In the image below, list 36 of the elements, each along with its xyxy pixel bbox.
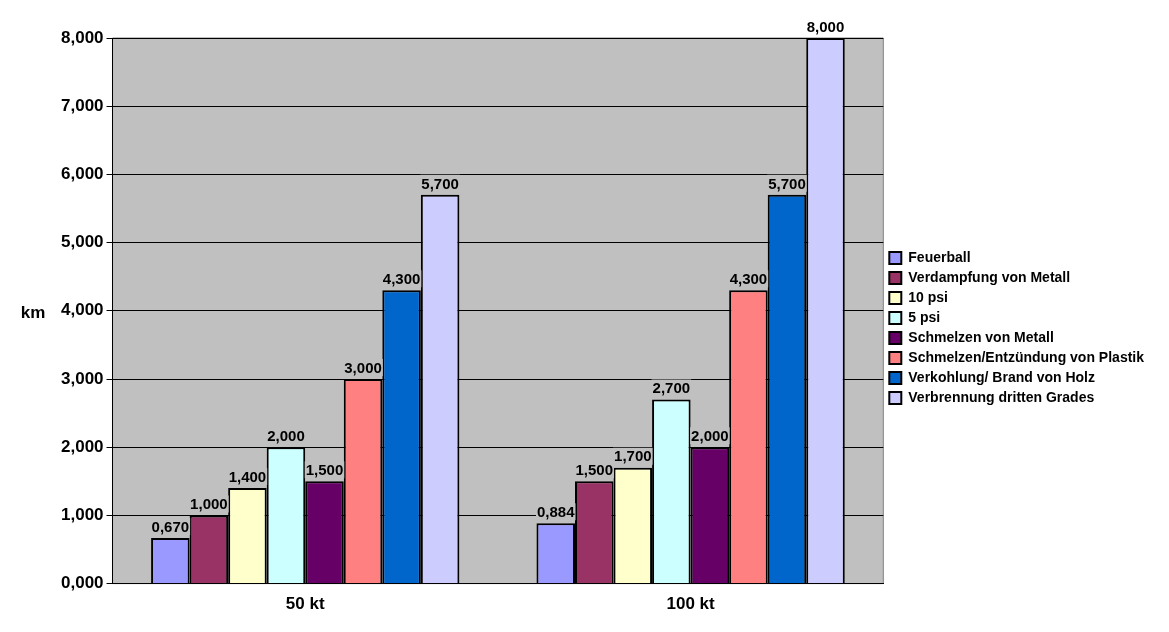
data-label: 2,000 <box>691 426 729 444</box>
data-label: 3,000 <box>344 358 382 376</box>
y-tick-label: 6,000 <box>60 164 104 184</box>
data-label: 5,700 <box>421 174 459 192</box>
data-label: 1,400 <box>228 467 267 485</box>
data-label: 4,300 <box>382 269 421 287</box>
legend-label: Schmelzen/Entzündung von Plastik <box>908 348 1145 365</box>
x-tick-label: 50 kt <box>285 594 325 614</box>
y-axis-title: km <box>19 303 47 323</box>
data-label: 8,000 <box>806 17 845 35</box>
legend-label: Feuerball <box>908 248 971 265</box>
legend-label: Verbrennung dritten Grades <box>908 388 1095 405</box>
data-label: 1,000 <box>190 495 228 513</box>
y-tick-label: 0,000 <box>60 573 104 593</box>
data-label: 5,700 <box>768 174 806 192</box>
y-tick-label: 7,000 <box>60 95 104 115</box>
y-tick-label: 1,000 <box>60 505 104 525</box>
legend-label: Verdampfung von Metall <box>908 268 1071 285</box>
y-tick-label: 4,000 <box>60 300 104 320</box>
legend-label: Schmelzen von Metall <box>908 328 1054 345</box>
data-label: 0,884 <box>536 502 576 520</box>
legend-label: 10 psi <box>908 288 949 305</box>
data-label: 1,700 <box>614 447 652 465</box>
legend-label: Verkohlung/ Brand von Holz <box>908 368 1095 385</box>
data-label: 0,670 <box>151 517 190 535</box>
data-label: 1,500 <box>305 460 344 478</box>
data-label: 2,700 <box>652 379 691 397</box>
y-tick-label: 3,000 <box>60 368 104 388</box>
data-label: 2,000 <box>267 426 305 444</box>
x-tick-label: 100 kt <box>666 594 716 614</box>
legend-label: 5 psi <box>908 308 941 325</box>
y-tick-label: 2,000 <box>60 436 104 456</box>
data-label: 4,300 <box>729 269 768 287</box>
y-tick-label: 8,000 <box>60 27 104 47</box>
data-label: 1,500 <box>575 460 614 478</box>
y-tick-label: 5,000 <box>60 232 104 252</box>
